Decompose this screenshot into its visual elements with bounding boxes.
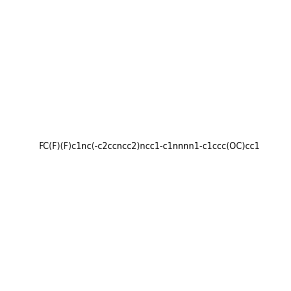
Text: FC(F)(F)c1nc(-c2ccncc2)ncc1-c1nnnn1-c1ccc(OC)cc1: FC(F)(F)c1nc(-c2ccncc2)ncc1-c1nnnn1-c1cc… xyxy=(38,143,260,151)
